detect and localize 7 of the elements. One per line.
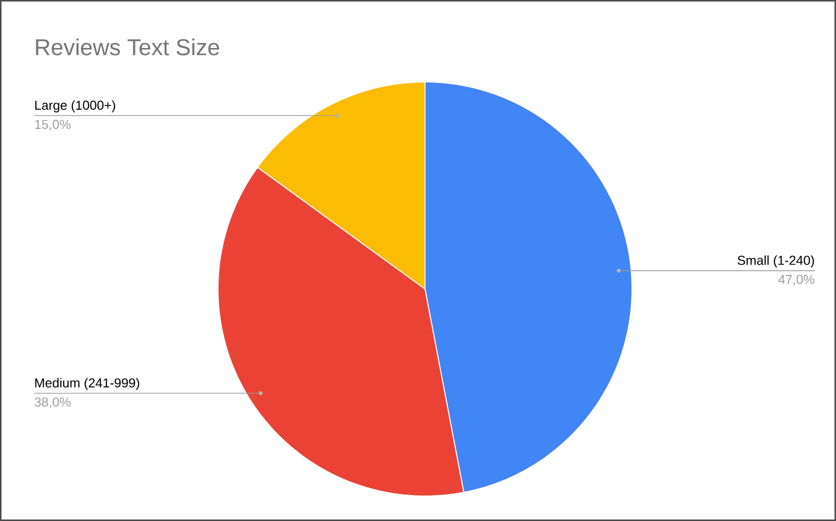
data-label: 15,0%	[35, 120, 70, 131]
slice-label: Large (1000+)	[35, 100, 116, 112]
data-label: 47,0%	[778, 274, 814, 286]
chart-title: Reviews Text Size	[36, 38, 220, 56]
slice-label: Medium (241-999)	[35, 378, 140, 390]
data-label: 38,0%	[34, 397, 70, 408]
slice-label: Small (1-240)	[738, 255, 814, 268]
